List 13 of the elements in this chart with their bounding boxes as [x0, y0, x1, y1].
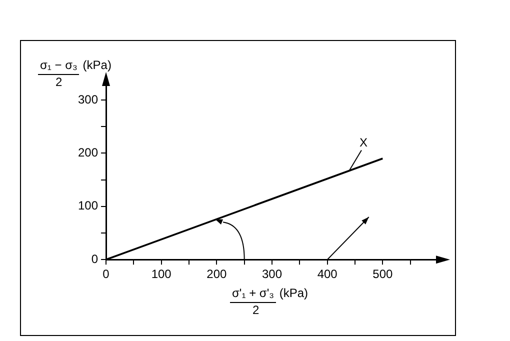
x-tick-label: 100	[151, 267, 172, 282]
annotation: X	[359, 136, 368, 150]
x-tick-label: 0	[102, 267, 110, 282]
text: σ₁ − σ₃ (kPa) 2	[40, 58, 112, 89]
x-tick-label: 200	[206, 267, 228, 282]
y-tick-label: 200	[78, 145, 98, 160]
x-tick-label: 400	[317, 267, 338, 282]
x-tick-label: 500	[372, 267, 393, 282]
y-tick-label: 0	[91, 252, 98, 266]
y-tick-label: 100	[78, 198, 98, 213]
text: σ'₁ + σ'₃ (kPa) 2	[232, 286, 308, 317]
x-tick-label: 300	[262, 267, 282, 282]
y-tick-label: 300	[78, 92, 98, 106]
